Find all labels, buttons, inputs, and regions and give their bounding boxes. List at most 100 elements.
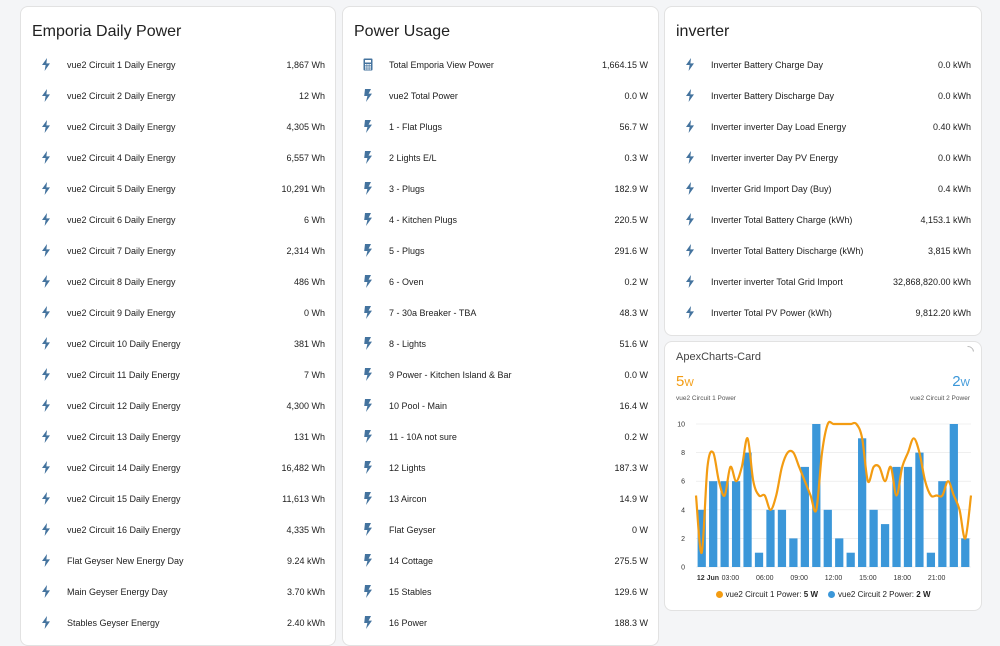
bar[interactable]: [915, 452, 924, 567]
entity-state: 291.6 W: [614, 245, 648, 256]
bar[interactable]: [800, 466, 809, 567]
entity-row[interactable]: Inverter Total Battery Charge (kWh) 4,153…: [665, 204, 981, 235]
entity-state: 486 Wh: [293, 276, 325, 287]
entity-row[interactable]: Inverter inverter Total Grid Import 32,86…: [665, 266, 981, 297]
entity-row[interactable]: Inverter Battery Discharge Day 0.0 kWh: [665, 80, 981, 111]
flash-icon: [361, 461, 375, 475]
entity-row[interactable]: vue2 Circuit 5 Daily Energy 10,291 Wh: [21, 173, 335, 204]
legend-item-circuit-2[interactable]: vue2 Circuit 2 Power: 2 W: [828, 590, 931, 599]
entity-row[interactable]: vue2 Circuit 7 Daily Energy 2,314 Wh: [21, 235, 335, 266]
entity-row[interactable]: Main Geyser Energy Day 3.70 kWh: [21, 576, 335, 607]
bar[interactable]: [869, 509, 878, 567]
entity-row[interactable]: 9 Power - Kitchen Island & Bar 0.0 W: [343, 359, 658, 390]
entity-row[interactable]: 5 - Plugs 291.6 W: [343, 235, 658, 266]
legend-item-circuit-1[interactable]: vue2 Circuit 1 Power: 5 W: [715, 590, 818, 599]
entity-row[interactable]: Inverter Grid Import Day (Buy) 0.4 kWh: [665, 173, 981, 204]
entity-row[interactable]: vue2 Circuit 2 Daily Energy 12 Wh: [21, 80, 335, 111]
calculator-icon: [361, 58, 375, 72]
entity-row[interactable]: 7 - 30a Breaker - TBA 48.3 W: [343, 297, 658, 328]
entity-row[interactable]: 12 Lights 187.3 W: [343, 452, 658, 483]
entity-row[interactable]: Inverter inverter Day Load Energy 0.40 kW…: [665, 111, 981, 142]
entity-row[interactable]: 14 Cottage 275.5 W: [343, 545, 658, 576]
entity-name: vue2 Circuit 15 Daily Energy: [67, 493, 181, 504]
entity-row[interactable]: vue2 Circuit 13 Daily Energy 131 Wh: [21, 421, 335, 452]
bar[interactable]: [697, 509, 706, 567]
bar[interactable]: [858, 438, 867, 567]
entity-state: 51.6 W: [619, 338, 648, 349]
bar[interactable]: [846, 552, 855, 567]
entity-name: 13 Aircon: [389, 493, 427, 504]
entity-state: 4,153.1 kWh: [920, 214, 971, 225]
lightning-bolt-icon: [39, 244, 53, 258]
entity-row[interactable]: 11 - 10A not sure 0.2 W: [343, 421, 658, 452]
entity-row[interactable]: 4 - Kitchen Plugs 220.5 W: [343, 204, 658, 235]
x-tick-label: 09:00: [790, 575, 808, 582]
bar[interactable]: [903, 466, 913, 567]
entity-row[interactable]: 8 - Lights 51.6 W: [343, 328, 658, 359]
entity-row[interactable]: Total Emporia View Power 1,664.15 W: [343, 49, 658, 80]
bar[interactable]: [926, 552, 936, 567]
entity-state: 182.9 W: [614, 183, 648, 194]
entity-row[interactable]: Stables Geyser Energy 2.40 kWh: [21, 607, 335, 638]
entity-row[interactable]: 13 Aircon 14.9 W: [343, 483, 658, 514]
bar[interactable]: [880, 524, 890, 567]
lightning-bolt-icon: [39, 430, 53, 444]
entity-row[interactable]: 1 - Flat Plugs 56.7 W: [343, 111, 658, 142]
entity-row[interactable]: Inverter Battery Charge Day 0.0 kWh: [665, 49, 981, 80]
bar[interactable]: [720, 481, 729, 567]
entity-name: Total Emporia View Power: [389, 59, 494, 70]
bar[interactable]: [766, 509, 775, 567]
entity-row[interactable]: Inverter inverter Day PV Energy 0.0 kWh: [665, 142, 981, 173]
bar[interactable]: [938, 481, 947, 567]
lightning-bolt-icon: [683, 151, 697, 165]
entity-row[interactable]: 3 - Plugs 182.9 W: [343, 173, 658, 204]
power-chart[interactable]: 0 2 4 6 8 10 12 Jun 03:00 06:00 09:00 12:00 15:00 18…: [665, 342, 982, 592]
bar[interactable]: [961, 538, 970, 567]
entity-row[interactable]: vue2 Total Power 0.0 W: [343, 80, 658, 111]
bar[interactable]: [892, 466, 901, 567]
bar[interactable]: [823, 509, 832, 567]
bar[interactable]: [731, 481, 741, 567]
entity-name: Main Geyser Energy Day: [67, 586, 168, 597]
entity-name: vue2 Circuit 10 Daily Energy: [67, 338, 181, 349]
entity-row[interactable]: vue2 Circuit 3 Daily Energy 4,305 Wh: [21, 111, 335, 142]
bar[interactable]: [812, 424, 821, 567]
entity-row[interactable]: Flat Geyser New Energy Day 9.24 kWh: [21, 545, 335, 576]
flash-icon: [361, 554, 375, 568]
bar[interactable]: [835, 538, 844, 567]
entity-row[interactable]: 10 Pool - Main 16.4 W: [343, 390, 658, 421]
entity-row[interactable]: vue2 Circuit 6 Daily Energy 6 Wh: [21, 204, 335, 235]
entity-row[interactable]: vue2 Circuit 11 Daily Energy 7 Wh: [21, 359, 335, 390]
entity-row[interactable]: vue2 Circuit 8 Daily Energy 486 Wh: [21, 266, 335, 297]
entity-row[interactable]: Inverter Total Battery Discharge (kWh) 3,…: [665, 235, 981, 266]
series-line-circuit-1[interactable]: [694, 420, 973, 554]
entity-row[interactable]: Flat Geyser 0 W: [343, 514, 658, 545]
entity-state: 7 Wh: [303, 369, 325, 380]
entity-row[interactable]: vue2 Circuit 16 Daily Energy 4,335 Wh: [21, 514, 335, 545]
entity-name: 6 - Oven: [389, 276, 424, 287]
entity-row[interactable]: Inverter Total PV Power (kWh) 9,812.20 kW…: [665, 297, 981, 328]
entity-row[interactable]: 2 Lights E/L 0.3 W: [343, 142, 658, 173]
entity-row[interactable]: vue2 Circuit 12 Daily Energy 4,300 Wh: [21, 390, 335, 421]
bar[interactable]: [754, 552, 764, 567]
entity-row[interactable]: vue2 Circuit 14 Daily Energy 16,482 Wh: [21, 452, 335, 483]
bar[interactable]: [709, 481, 718, 567]
entity-row[interactable]: vue2 Circuit 9 Daily Energy 0 Wh: [21, 297, 335, 328]
entity-row[interactable]: vue2 Circuit 15 Daily Energy 11,613 Wh: [21, 483, 335, 514]
entity-row[interactable]: vue2 Circuit 1 Daily Energy 1,867 Wh: [21, 49, 335, 80]
x-tick-label: 18:00: [893, 575, 911, 582]
bar[interactable]: [743, 452, 752, 567]
entity-state: 4,300 Wh: [286, 400, 325, 411]
entity-row[interactable]: 15 Stables 129.6 W: [343, 576, 658, 607]
bar[interactable]: [777, 509, 787, 567]
entity-state: 0.4 kWh: [937, 183, 971, 194]
entity-row[interactable]: vue2 Circuit 10 Daily Energy 381 Wh: [21, 328, 335, 359]
entity-name: vue2 Circuit 2 Daily Energy: [67, 90, 176, 101]
entity-state: 1,867 Wh: [286, 59, 325, 70]
lightning-bolt-icon: [39, 58, 53, 72]
entity-row[interactable]: 16 Power 188.3 W: [343, 607, 658, 638]
entity-state: 56.7 W: [619, 121, 648, 132]
bar[interactable]: [789, 538, 798, 567]
entity-row[interactable]: vue2 Circuit 4 Daily Energy 6,557 Wh: [21, 142, 335, 173]
entity-row[interactable]: 6 - Oven 0.2 W: [343, 266, 658, 297]
